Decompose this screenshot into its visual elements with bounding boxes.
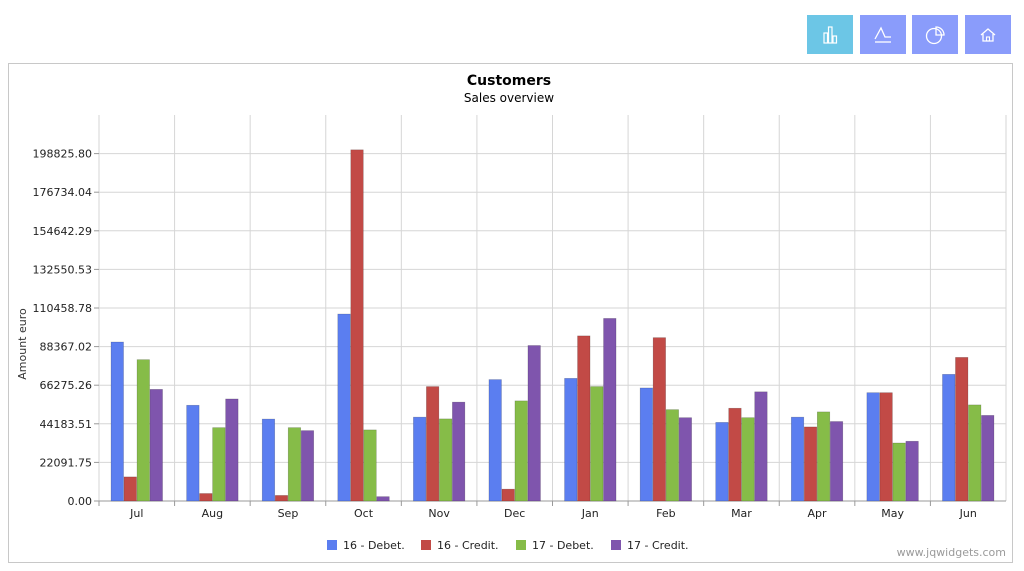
y-tick-label: 176734.04	[33, 186, 93, 199]
x-tick-label: Mar	[731, 507, 752, 520]
y-tick-label: 88367.02	[40, 341, 93, 354]
bar-dec-series-3[interactable]	[514, 400, 528, 502]
legend-label[interactable]: 16 - Credit.	[437, 539, 499, 552]
line-chart-button[interactable]	[860, 15, 906, 54]
bar-jun-series-4[interactable]	[981, 415, 995, 502]
x-tick-label: Oct	[354, 507, 374, 520]
y-tick-label: 132550.53	[33, 263, 93, 276]
home-button[interactable]	[965, 15, 1011, 54]
bar-jun-series-1[interactable]	[942, 374, 956, 502]
bar-apr-series-2[interactable]	[803, 426, 818, 502]
bar-dec-series-1[interactable]	[488, 379, 502, 502]
chart-title: Customers	[467, 73, 551, 89]
bar-jul-series-4[interactable]	[149, 389, 163, 502]
legend-swatch	[611, 540, 621, 550]
legend: 16 - Debet. 16 - Credit. 17 - Debet. 17 - C…	[327, 539, 689, 552]
y-tick-label: 44183.51	[40, 418, 93, 431]
y-axis-ticks: 0.00 22091.75 44183.51 66275.26 88367.02 1104…	[33, 148, 99, 508]
bar-sep-series-1[interactable]	[261, 418, 276, 502]
x-axis-ticks: Jul Aug Sep Oct Nov Dec Jan Feb Mar Apr May Jun	[98, 501, 977, 520]
bar-sep-series-2[interactable]	[274, 495, 289, 502]
bar-aug-series-4[interactable]	[225, 398, 239, 502]
bar-aug-series-3[interactable]	[212, 427, 226, 502]
y-axis-label: Amount euro	[16, 308, 29, 380]
legend-swatch	[516, 540, 526, 550]
bar-mar-series-2[interactable]	[728, 407, 742, 502]
bar-feb-series-2[interactable]	[652, 337, 666, 502]
legend-swatch	[421, 540, 431, 550]
x-tick-label: Dec	[504, 507, 525, 520]
bar-chart-button[interactable]	[807, 15, 853, 54]
legend-label[interactable]: 17 - Credit.	[627, 539, 689, 552]
bar-dec-series-2[interactable]	[501, 488, 515, 502]
bar-feb-series-1[interactable]	[639, 387, 653, 502]
chart-svg: Customers Sales overview 0.00 22091.75 441…	[16, 73, 1007, 559]
bar-may-series-2[interactable]	[879, 392, 893, 502]
bar-mar-series-1[interactable]	[715, 422, 729, 502]
bar-jul-series-3[interactable]	[136, 359, 150, 502]
legend-label[interactable]: 16 - Debet.	[343, 539, 405, 552]
bar-may-series-4[interactable]	[905, 440, 919, 502]
x-tick-label: Sep	[278, 507, 299, 520]
bar-aug-series-2[interactable]	[199, 493, 213, 502]
y-tick-label: 198825.80	[33, 148, 93, 161]
x-tick-label: Jan	[581, 507, 599, 520]
bar-oct-series-1[interactable]	[337, 313, 351, 502]
bar-feb-series-3[interactable]	[665, 409, 679, 502]
home-icon	[980, 27, 996, 42]
y-tick-label: 0.00	[68, 495, 93, 508]
legend-swatch	[327, 540, 337, 550]
bar-feb-series-4[interactable]	[678, 417, 692, 502]
bar-jan-series-3[interactable]	[590, 386, 604, 502]
chart-toolbar	[807, 15, 1012, 54]
bar-oct-series-3[interactable]	[363, 429, 377, 502]
pie-chart-icon	[925, 25, 945, 44]
x-tick-label: Nov	[428, 507, 450, 520]
bar-jan-series-2[interactable]	[577, 335, 591, 502]
bar-oct-series-4[interactable]	[376, 496, 390, 502]
bar-jun-series-2[interactable]	[955, 357, 969, 502]
legend-label[interactable]: 17 - Debet.	[532, 539, 594, 552]
x-tick-label: Jul	[129, 507, 143, 520]
bar-jul-series-2[interactable]	[123, 476, 137, 502]
bar-series	[110, 149, 995, 502]
bar-jul-series-1[interactable]	[110, 341, 124, 502]
watermark-credit: www.jqwidgets.com	[897, 546, 1006, 559]
bar-nov-series-4[interactable]	[452, 401, 466, 502]
y-tick-label: 110458.78	[33, 302, 93, 315]
bar-jun-series-3[interactable]	[968, 404, 982, 502]
chart-container: Customers Sales overview 0.00 22091.75 441…	[8, 63, 1013, 563]
x-tick-label: Jun	[959, 507, 977, 520]
bar-mar-series-4[interactable]	[754, 391, 768, 502]
x-tick-label: Feb	[656, 507, 675, 520]
bar-may-series-3[interactable]	[892, 442, 906, 502]
bar-sep-series-4[interactable]	[300, 430, 315, 502]
bar-apr-series-4[interactable]	[829, 421, 844, 502]
y-tick-label: 66275.26	[40, 379, 93, 392]
bar-sep-series-3[interactable]	[287, 427, 302, 502]
bar-jan-series-4[interactable]	[603, 318, 617, 502]
bar-aug-series-1[interactable]	[186, 404, 200, 502]
bar-nov-series-1[interactable]	[413, 416, 427, 502]
bar-apr-series-1[interactable]	[790, 416, 805, 502]
x-tick-label: May	[881, 507, 904, 520]
bar-mar-series-3[interactable]	[741, 417, 755, 502]
bar-chart-icon	[823, 25, 838, 44]
bar-nov-series-3[interactable]	[439, 418, 453, 502]
y-tick-label: 22091.75	[40, 456, 93, 469]
chart-subtitle: Sales overview	[464, 91, 554, 105]
bar-apr-series-3[interactable]	[816, 411, 831, 502]
bar-jan-series-1[interactable]	[564, 378, 578, 502]
line-chart-icon	[874, 26, 891, 43]
x-tick-label: Aug	[202, 507, 223, 520]
y-tick-label: 154642.29	[33, 225, 93, 238]
x-tick-label: Apr	[808, 507, 828, 520]
pie-chart-button[interactable]	[912, 15, 958, 54]
bar-oct-series-2[interactable]	[350, 149, 364, 502]
bar-dec-series-4[interactable]	[527, 345, 541, 502]
bar-nov-series-2[interactable]	[426, 386, 440, 502]
bar-may-series-1[interactable]	[866, 392, 880, 502]
